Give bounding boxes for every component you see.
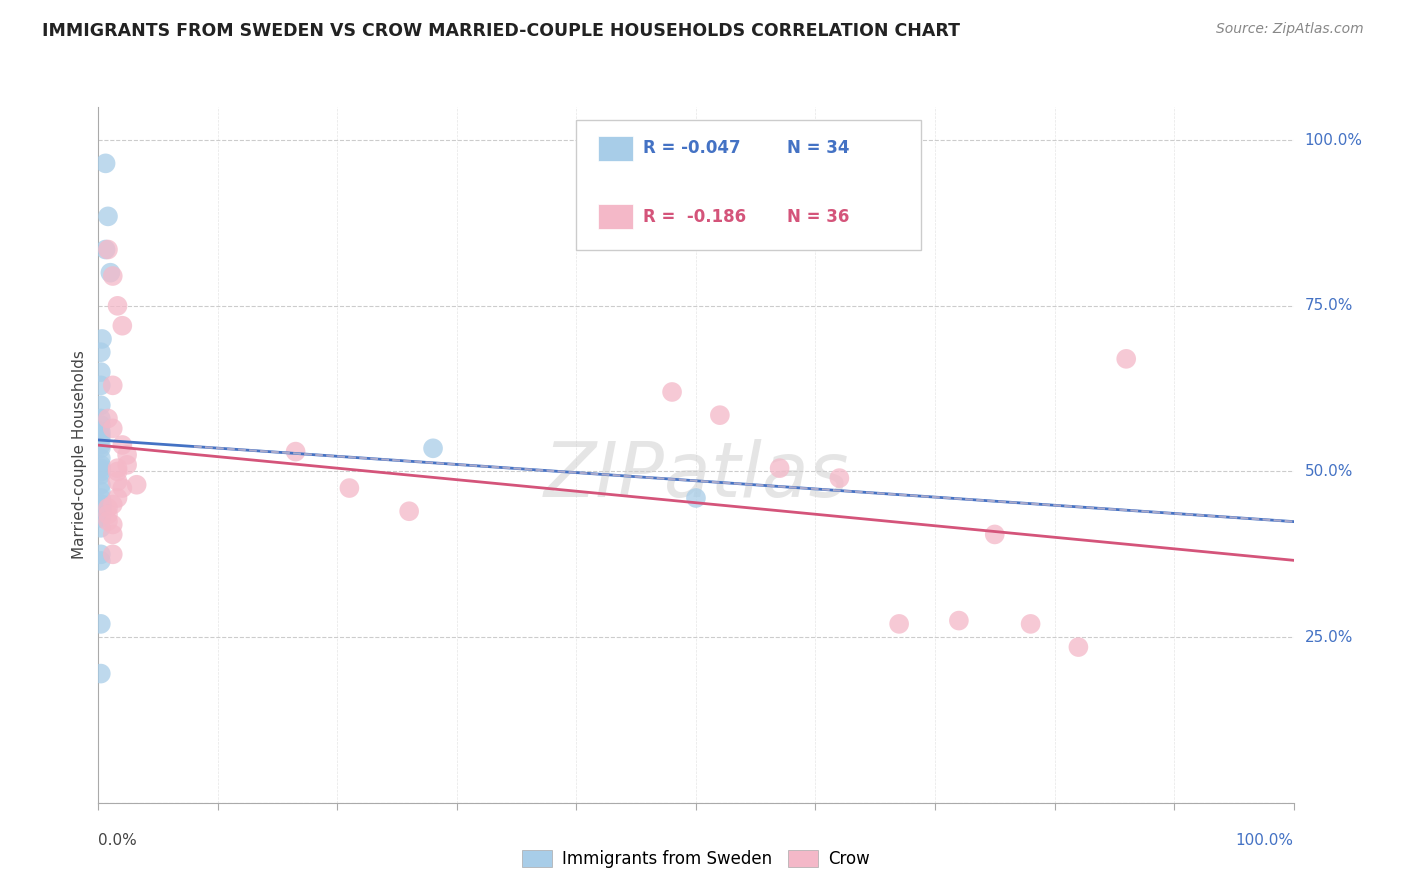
Point — [101, 517, 124, 532]
Point — [709, 408, 731, 422]
Point — [107, 465, 129, 479]
Point — [101, 527, 124, 541]
Point — [90, 458, 112, 472]
Point — [111, 438, 134, 452]
Point — [101, 378, 124, 392]
Point — [101, 547, 124, 561]
Point — [90, 428, 112, 442]
Point — [90, 554, 112, 568]
Point — [115, 448, 138, 462]
Point — [101, 498, 124, 512]
Point — [768, 461, 790, 475]
Point — [90, 431, 112, 445]
Point — [889, 616, 911, 631]
Point — [90, 438, 112, 452]
Point — [90, 465, 112, 479]
Point — [90, 547, 112, 561]
Point — [94, 156, 117, 170]
Point — [97, 500, 120, 515]
Text: 0.0%: 0.0% — [98, 832, 138, 847]
Point — [90, 411, 112, 425]
Legend: Immigrants from Sweden, Crow: Immigrants from Sweden, Crow — [515, 843, 877, 874]
Point — [101, 268, 124, 283]
Text: 75.0%: 75.0% — [1305, 298, 1353, 313]
Text: ZIPatlas: ZIPatlas — [543, 439, 849, 513]
Point — [90, 491, 112, 505]
Point — [337, 481, 360, 495]
Point — [91, 504, 114, 518]
Point — [90, 378, 112, 392]
Point — [948, 614, 970, 628]
Point — [90, 484, 112, 499]
Y-axis label: Married-couple Households: Married-couple Households — [72, 351, 87, 559]
Text: 100.0%: 100.0% — [1236, 832, 1294, 847]
Point — [90, 616, 112, 631]
Text: 100.0%: 100.0% — [1305, 133, 1362, 148]
Text: Source: ZipAtlas.com: Source: ZipAtlas.com — [1216, 22, 1364, 37]
Point — [90, 398, 112, 412]
Point — [90, 442, 112, 456]
Point — [107, 491, 129, 505]
Point — [111, 318, 134, 333]
Point — [115, 458, 138, 472]
Point — [90, 461, 112, 475]
Text: 50.0%: 50.0% — [1305, 464, 1353, 479]
Text: R =  -0.186: R = -0.186 — [643, 208, 745, 226]
Point — [90, 666, 112, 681]
Point — [90, 345, 112, 359]
Point — [983, 527, 1005, 541]
Point — [90, 477, 112, 491]
Point — [107, 475, 129, 489]
Point — [97, 243, 120, 257]
Point — [107, 299, 129, 313]
Point — [90, 511, 112, 525]
Point — [91, 498, 114, 512]
Point — [422, 442, 444, 456]
Point — [1019, 616, 1042, 631]
Point — [828, 471, 851, 485]
Point — [1067, 640, 1090, 654]
Point — [90, 425, 112, 439]
Point — [90, 521, 112, 535]
Point — [97, 514, 120, 528]
Point — [125, 477, 148, 491]
Point — [90, 467, 112, 482]
Point — [661, 384, 683, 399]
Point — [398, 504, 420, 518]
Point — [685, 491, 707, 505]
Point — [90, 365, 112, 379]
Point — [97, 411, 120, 425]
Text: IMMIGRANTS FROM SWEDEN VS CROW MARRIED-COUPLE HOUSEHOLDS CORRELATION CHART: IMMIGRANTS FROM SWEDEN VS CROW MARRIED-C… — [42, 22, 960, 40]
Point — [94, 243, 117, 257]
Point — [97, 508, 120, 522]
Point — [91, 332, 114, 346]
Text: 25.0%: 25.0% — [1305, 630, 1353, 645]
Point — [90, 418, 112, 433]
Text: R = -0.047: R = -0.047 — [643, 139, 740, 157]
Point — [101, 421, 124, 435]
Point — [97, 210, 120, 224]
Point — [1115, 351, 1137, 366]
Point — [90, 451, 112, 466]
Point — [98, 266, 122, 280]
Point — [107, 461, 129, 475]
Text: N = 34: N = 34 — [787, 139, 849, 157]
Point — [111, 481, 134, 495]
Text: N = 36: N = 36 — [787, 208, 849, 226]
Point — [284, 444, 307, 458]
